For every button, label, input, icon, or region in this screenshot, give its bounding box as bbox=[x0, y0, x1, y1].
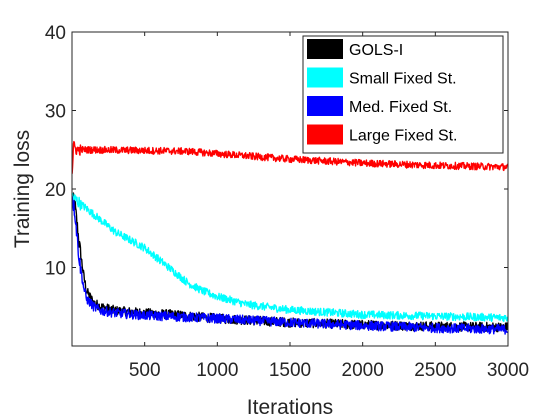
y-tick-label: 10 bbox=[45, 259, 66, 280]
x-tick-label: 3000 bbox=[487, 360, 529, 381]
y-tick-label: 30 bbox=[45, 102, 66, 123]
legend-label: Small Fixed St. bbox=[349, 71, 457, 88]
legend-swatch bbox=[307, 124, 343, 145]
x-tick-label: 2500 bbox=[414, 360, 456, 381]
series-line-3 bbox=[71, 196, 509, 335]
series-line-2 bbox=[71, 192, 509, 323]
legend: GOLS-I Small Fixed St. Med. Fixed St. Large… bbox=[302, 35, 504, 154]
legend-swatch bbox=[307, 67, 343, 88]
y-tick-label: 20 bbox=[45, 180, 66, 201]
series-line-4 bbox=[71, 140, 509, 174]
x-axis-label: Iterations bbox=[247, 396, 333, 419]
legend-label: Large Fixed St. bbox=[349, 128, 458, 145]
legend-label: GOLS-I bbox=[349, 42, 403, 59]
x-tick-label: 2000 bbox=[342, 360, 384, 381]
y-axis-label: Training loss bbox=[11, 130, 34, 248]
x-tick-label: 1500 bbox=[269, 360, 311, 381]
y-tick-label: 40 bbox=[45, 23, 66, 44]
ticks-layer: 500 1000 1500 2000 2500 3000 10 20 30 40 bbox=[45, 23, 529, 381]
series-layer bbox=[71, 140, 509, 335]
legend-swatch bbox=[307, 96, 343, 116]
x-tick-label: 500 bbox=[129, 360, 161, 381]
x-tick-label: 1000 bbox=[196, 360, 238, 381]
legend-swatch bbox=[307, 39, 343, 59]
legend-label: Med. Fixed St. bbox=[349, 99, 452, 116]
